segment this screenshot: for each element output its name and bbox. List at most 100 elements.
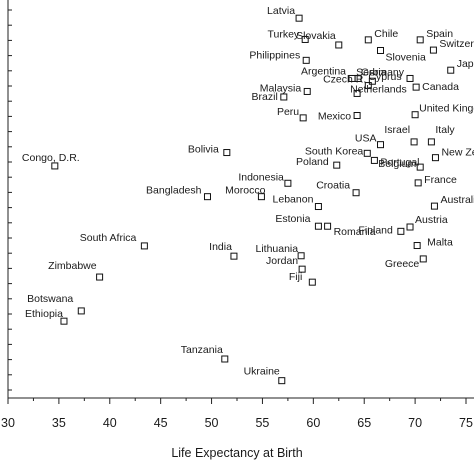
data-point xyxy=(297,252,305,260)
axes xyxy=(7,0,474,404)
data-point xyxy=(314,203,322,211)
data-point xyxy=(353,89,361,97)
data-point xyxy=(302,56,310,64)
data-point xyxy=(416,163,424,171)
point-label: Slovakia xyxy=(296,30,336,42)
data-point xyxy=(431,154,439,162)
x-tick-label: 60 xyxy=(306,416,320,430)
point-label: United Kingdom xyxy=(419,103,474,115)
data-point xyxy=(406,74,414,82)
point-label: Lebanon xyxy=(273,194,314,206)
data-point xyxy=(406,223,414,231)
data-point xyxy=(364,36,372,44)
data-point xyxy=(221,355,229,363)
x-tick-labels: 30 35 40 45 50 55 60 65 70 75 xyxy=(1,416,473,430)
data-point xyxy=(370,156,378,164)
data-point xyxy=(303,87,311,95)
x-tick-label: 30 xyxy=(1,416,15,430)
point-label: Mexico xyxy=(318,111,351,123)
point-label: Finland xyxy=(358,224,393,236)
point-label: India xyxy=(209,241,232,253)
data-point xyxy=(295,14,303,22)
point-label: Germany xyxy=(361,66,405,78)
data-point xyxy=(278,377,286,385)
point-label: Jordan xyxy=(266,255,298,267)
point-label: Australia xyxy=(440,194,474,206)
point-label: Peru xyxy=(277,106,299,118)
data-point xyxy=(51,162,59,170)
point-label: Botswana xyxy=(27,293,73,305)
point-label: Belgium xyxy=(378,158,416,170)
point-label: Malta xyxy=(427,237,453,249)
data-point xyxy=(397,227,405,235)
data-point xyxy=(284,179,292,187)
data-point xyxy=(353,112,361,120)
point-label: Croatia xyxy=(316,180,350,192)
data-point xyxy=(364,82,372,90)
point-label: Malaysia xyxy=(260,82,302,94)
point-label: Romania xyxy=(334,226,376,238)
data-point xyxy=(60,317,68,325)
x-tick-label: 40 xyxy=(103,416,117,430)
point-label: Chile xyxy=(374,28,398,40)
x-axis-title: Life Expectancy at Birth xyxy=(171,446,302,460)
data-point xyxy=(419,255,427,263)
point-label: Switzerland xyxy=(439,38,474,50)
point-label: Netherlands xyxy=(350,83,407,95)
point-label: Japan xyxy=(457,58,474,70)
data-point xyxy=(411,111,419,119)
x-tick-label: 75 xyxy=(459,416,473,430)
point-label: South Africa xyxy=(80,232,137,244)
data-point xyxy=(308,278,316,286)
point-label: Cyprus xyxy=(368,71,401,83)
point-label: Spain xyxy=(426,28,453,40)
data-point xyxy=(257,193,265,201)
point-label: Portugal xyxy=(380,156,419,168)
point-label: Serbia xyxy=(356,66,387,78)
data-points xyxy=(51,14,455,385)
data-point xyxy=(363,149,371,157)
point-label: Bangladesh xyxy=(146,185,202,197)
data-point xyxy=(301,35,309,43)
data-point xyxy=(427,138,435,146)
data-point xyxy=(429,46,437,54)
x-tick-label: 50 xyxy=(205,416,219,430)
data-point xyxy=(354,74,362,82)
data-point xyxy=(280,93,288,101)
point-label: South Korea xyxy=(305,145,364,157)
point-label: Lithuania xyxy=(255,243,298,255)
data-point xyxy=(298,265,306,273)
data-point xyxy=(414,179,422,187)
point-label: Czech R. xyxy=(323,74,366,86)
point-label: Canada xyxy=(422,81,459,93)
point-label: Congo, D.R. xyxy=(22,152,80,164)
data-point xyxy=(410,138,418,146)
data-point xyxy=(203,193,211,201)
data-point xyxy=(140,242,148,250)
point-label: Slovenia xyxy=(386,51,426,63)
data-point xyxy=(412,83,420,91)
data-point xyxy=(377,141,385,149)
point-label: Estonia xyxy=(275,213,310,225)
point-label: Tanzania xyxy=(181,344,223,356)
point-label: Bolivia xyxy=(188,144,219,156)
point-label: Brazil xyxy=(252,91,278,103)
point-label: Austria xyxy=(415,214,448,226)
point-label: Turkey xyxy=(267,28,299,40)
point-label: Israel xyxy=(384,124,410,136)
x-tick-label: 70 xyxy=(408,416,422,430)
data-point xyxy=(368,77,376,85)
point-label: Indonesia xyxy=(238,171,284,183)
x-tick-label: 35 xyxy=(52,416,66,430)
x-tick-label: 55 xyxy=(255,416,269,430)
data-point xyxy=(413,242,421,250)
data-point xyxy=(96,273,104,281)
data-point xyxy=(324,222,332,230)
data-point xyxy=(416,36,424,44)
point-label: USA xyxy=(355,133,377,145)
x-tick-label: 45 xyxy=(154,416,168,430)
data-point xyxy=(377,46,385,54)
data-point xyxy=(333,161,341,169)
